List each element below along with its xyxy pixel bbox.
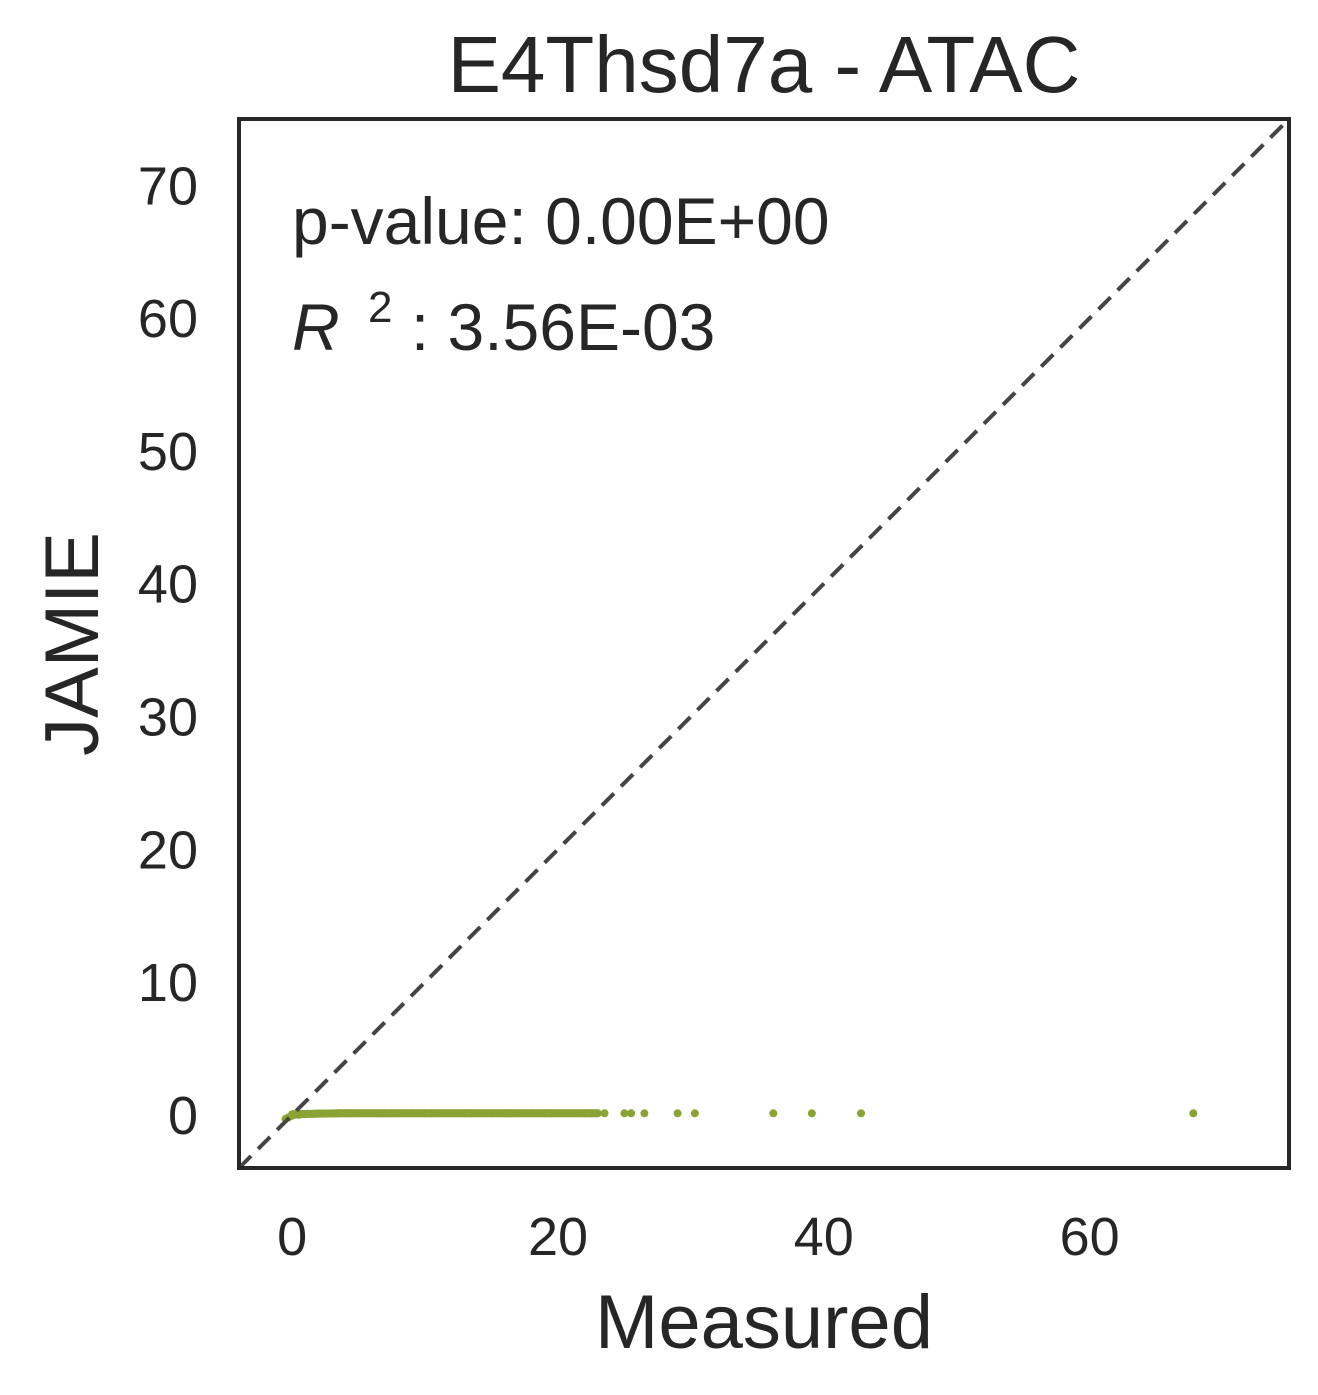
x-tick-label: 40: [794, 1207, 854, 1267]
y-tick-label: 50: [138, 422, 198, 482]
x-tick-label: 20: [528, 1207, 588, 1267]
data-point: [600, 1109, 609, 1118]
data-point: [857, 1109, 866, 1118]
y-tick-label: 70: [138, 156, 198, 216]
y-tick-labels: 0 10 20 30 40 50 60 70: [138, 156, 198, 1145]
pvalue-annotation: p-value: 0.00E+00: [292, 184, 830, 258]
x-tick-labels: 0 20 40 60: [277, 1207, 1120, 1267]
plot-frame: [237, 117, 1291, 1170]
data-point: [620, 1109, 629, 1118]
data-point: [627, 1109, 636, 1118]
r-squared-value: : 3.56E-03: [411, 290, 716, 364]
data-point: [769, 1109, 778, 1118]
r-squared-annotation: R 2 : 3.56E-03: [292, 262, 715, 364]
y-tick-label: 20: [138, 820, 198, 880]
x-tick-label: 60: [1060, 1207, 1120, 1267]
y-tick-label: 0: [168, 1086, 198, 1146]
y-tick-label: 60: [138, 289, 198, 349]
x-axis-label: Measured: [595, 1280, 933, 1365]
identity-reference-line: [237, 117, 1291, 1170]
r-squared-symbol: R: [292, 290, 340, 364]
y-axis-label: JAMIE: [30, 532, 115, 756]
data-point: [690, 1109, 699, 1118]
chart-title: E4Thsd7a - ATAC: [448, 20, 1081, 109]
data-point: [807, 1109, 816, 1118]
data-point: [1189, 1109, 1198, 1118]
r-squared-superscript: 2: [368, 283, 392, 332]
data-point: [673, 1109, 682, 1118]
y-tick-label: 10: [138, 953, 198, 1013]
x-tick-label: 0: [277, 1207, 307, 1267]
data-point: [640, 1109, 649, 1118]
y-tick-label: 40: [138, 555, 198, 615]
data-point: [593, 1109, 602, 1118]
y-tick-label: 30: [138, 688, 198, 748]
points-layer: [281, 1109, 1198, 1123]
